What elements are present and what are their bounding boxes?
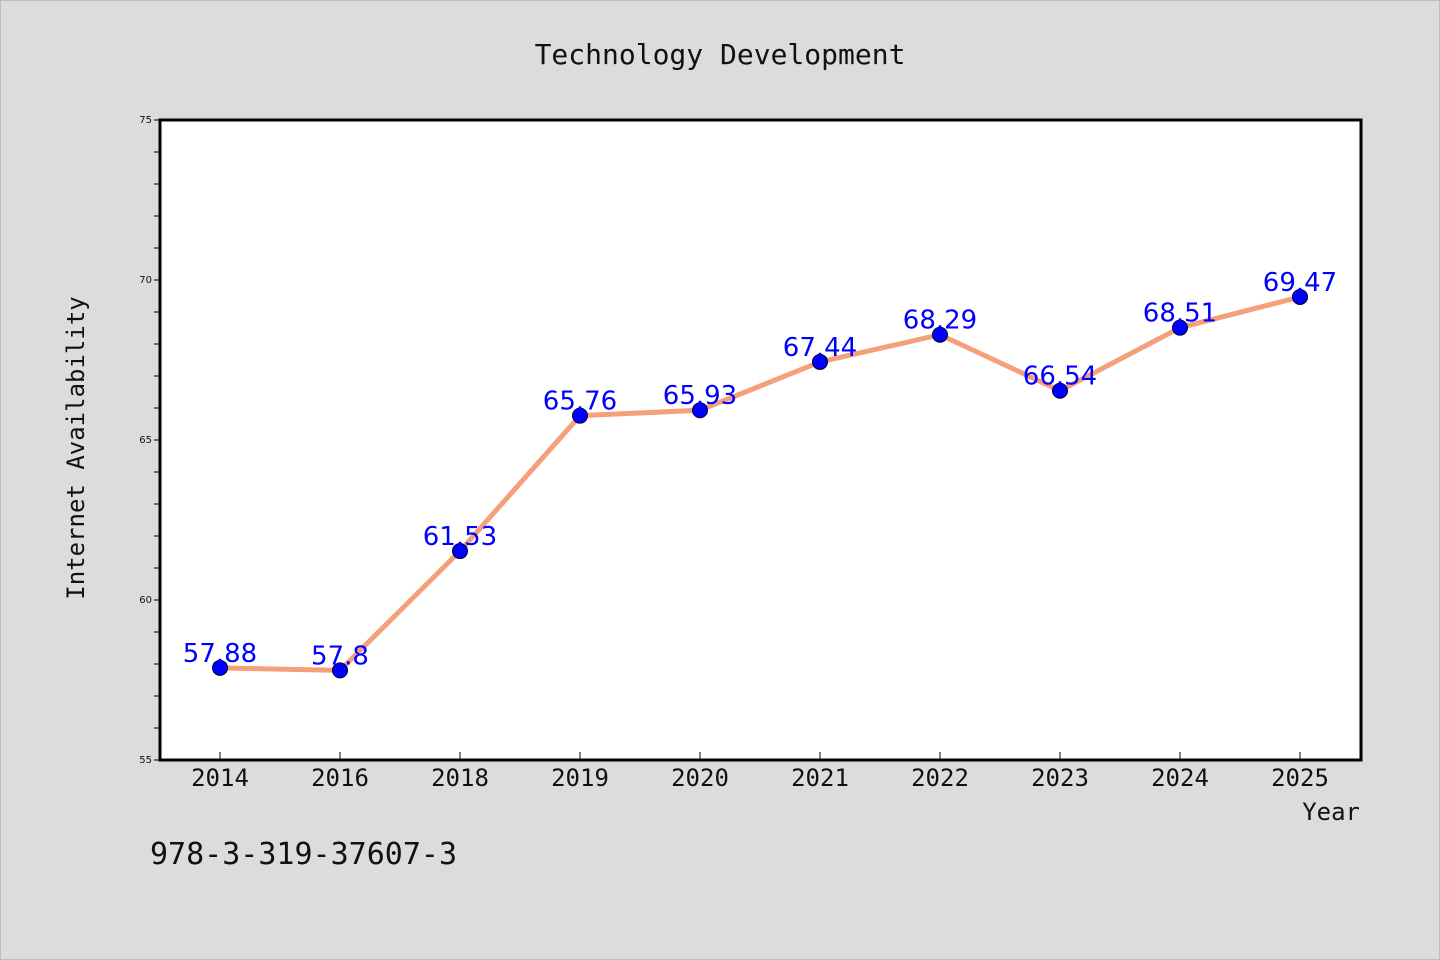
y-tick-label: 75 xyxy=(139,115,152,126)
series-markers xyxy=(212,288,1308,679)
x-tick-label: 2016 xyxy=(311,764,369,792)
data-point-marker xyxy=(932,326,948,343)
data-point-marker xyxy=(1292,288,1308,305)
x-tick-label: 2024 xyxy=(1151,764,1209,792)
x-tick-label: 2019 xyxy=(551,764,609,792)
data-label: 65.76 xyxy=(543,387,617,417)
y-axis-label: Internet Availability xyxy=(62,296,90,599)
x-tick-label: 2018 xyxy=(431,764,489,792)
y-tick-label: 60 xyxy=(139,595,152,606)
y-axis: 55 60 65 70 75 xyxy=(139,115,160,766)
series-line xyxy=(219,294,1301,673)
x-tick-label: 2023 xyxy=(1031,764,1089,792)
data-label: 69.47 xyxy=(1263,268,1337,298)
x-tick-label: 2022 xyxy=(911,764,969,792)
data-point-marker xyxy=(1172,319,1188,336)
x-tick-label: 2014 xyxy=(191,764,249,792)
isbn-text: 978-3-319-37607-3 xyxy=(150,837,457,872)
data-point-marker xyxy=(572,407,588,424)
data-point-marker xyxy=(1052,382,1068,399)
data-label: 57.8 xyxy=(311,641,369,671)
data-label: 61.53 xyxy=(423,522,497,552)
data-label: 68.51 xyxy=(1143,299,1217,329)
data-labels: 57.88 57.8 61.53 65.76 65.93 67.44 68.29 66.54 6… xyxy=(183,268,1337,671)
x-tick-label: 2021 xyxy=(791,764,849,792)
x-tick-label: 2025 xyxy=(1271,764,1329,792)
y-tick-label: 65 xyxy=(139,435,152,446)
y-tick-label: 55 xyxy=(139,755,152,766)
chart-title: Technology Development xyxy=(535,38,906,71)
x-tick-label: 2020 xyxy=(671,764,729,792)
data-point-marker xyxy=(332,662,348,679)
x-axis: 2014 2016 2018 2019 2020 2021 2022 2023 2024 2025 xyxy=(191,752,1329,792)
data-label: 65.93 xyxy=(663,381,737,411)
x-axis-label: Year xyxy=(1302,798,1360,826)
data-label: 67.44 xyxy=(783,333,857,363)
data-point-marker xyxy=(452,543,468,560)
data-label: 57.88 xyxy=(183,639,257,669)
data-point-marker xyxy=(812,353,828,370)
data-point-marker xyxy=(212,659,228,676)
data-point-marker xyxy=(692,402,708,419)
data-label: 68.29 xyxy=(903,306,977,336)
data-label: 66.54 xyxy=(1023,362,1097,392)
y-tick-label: 70 xyxy=(139,275,152,286)
